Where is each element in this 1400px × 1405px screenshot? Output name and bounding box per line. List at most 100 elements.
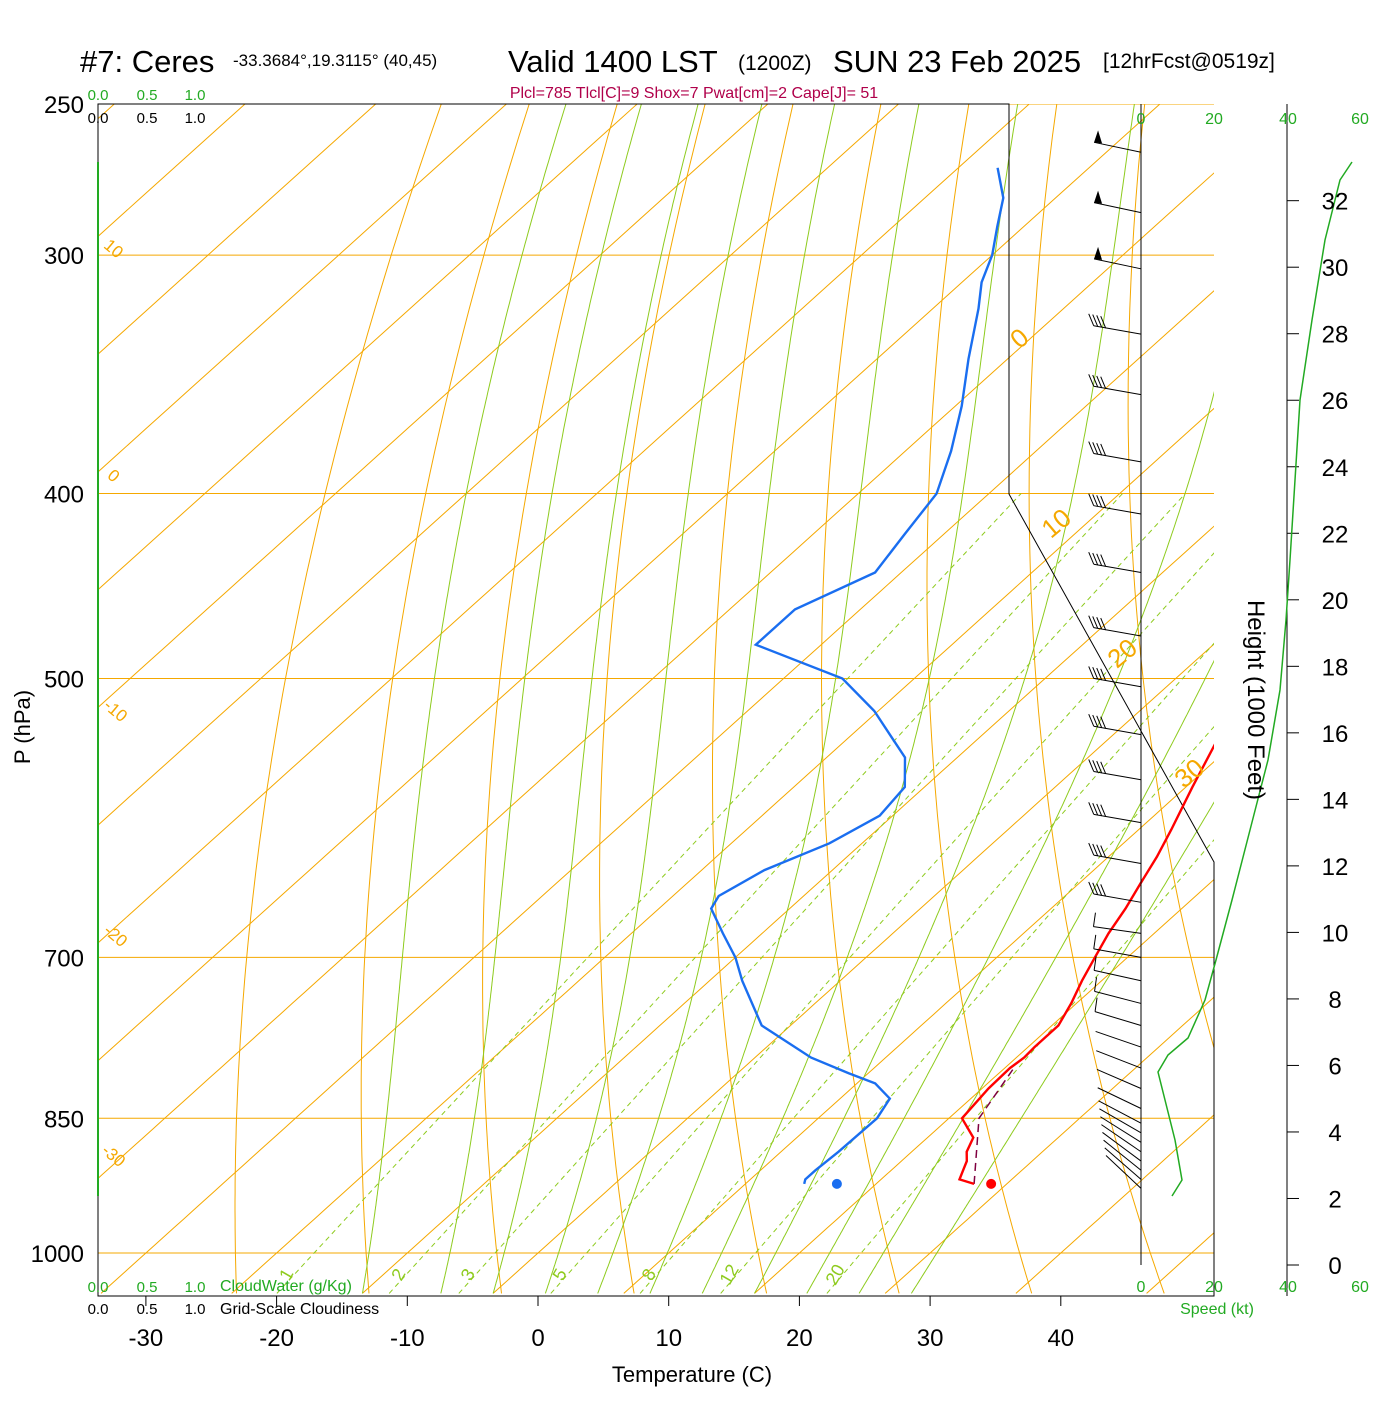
surface-dewpoint-marker (832, 1179, 842, 1189)
wind-speed-tick-top: 60 (1351, 111, 1369, 128)
isotherm-line (101, 70, 1400, 1293)
mixing-ratio-line (551, 494, 1268, 1294)
wind-barb-staff (1094, 970, 1141, 980)
wind-barb-staff (1097, 1069, 1141, 1088)
height-tick-label: 10 (1322, 920, 1349, 947)
mixing-ratio-line (640, 494, 1348, 1294)
cloudiness-tick-bottom: 1.0 (185, 1301, 206, 1318)
isotherm-label: -30 (98, 1141, 129, 1171)
wind-speed-tick-top: 20 (1205, 111, 1223, 128)
x-tick-label: 30 (917, 1325, 944, 1352)
wind-barb-staff (1094, 628, 1141, 636)
isotherm-label: -10 (100, 696, 131, 726)
moist-adiabat-line (441, 70, 651, 1293)
dry-adiabat-line (927, 70, 1032, 1293)
dry-adiabat-line (713, 70, 802, 1293)
moist-adiabat-line (362, 70, 576, 1293)
height-tick-label: 6 (1328, 1053, 1341, 1080)
isotherm-line (0, 70, 283, 1293)
dewpoint-line (711, 168, 1003, 1184)
height-tick-label: 32 (1322, 189, 1349, 216)
moist-adiabat-line (545, 70, 770, 1293)
wind-barb-staff (1093, 927, 1141, 934)
wind-barb-feather (1093, 913, 1095, 927)
isotherm-line (0, 70, 675, 1293)
plot-frame (98, 104, 1214, 1296)
wind-barb-feather (1095, 977, 1097, 991)
wind-barb-staff (1094, 203, 1141, 213)
height-tick-label: 24 (1322, 455, 1349, 482)
isotherm-label: 10 (100, 235, 127, 262)
pressure-tick-label: 700 (44, 945, 84, 972)
wind-barb-staff (1094, 454, 1141, 462)
mixing-ratio-line (827, 494, 1400, 1294)
cloudwater-tick-top: 0.0 (88, 87, 109, 104)
station-coords: -33.3684°,19.3115° (40,45) (233, 51, 437, 70)
cloudwater-tick-bottom: 0.0 (88, 1279, 109, 1296)
dry-adiabat-line (822, 70, 900, 1293)
isotherm-label: 0 (104, 465, 123, 486)
dry-adiabat-line (1317, 70, 1400, 1293)
height-tick-label: 4 (1328, 1120, 1341, 1147)
wind-barb-staff (1094, 326, 1141, 334)
isotherm-line (0, 70, 1328, 1293)
station-title: #7: Ceres (80, 44, 214, 79)
y-axis-title: P (hPa) (10, 690, 35, 764)
wind-barb-staff (1095, 1012, 1141, 1026)
height-axis-title: Height (1000 Feet) (1242, 600, 1269, 800)
wind-barb-staff (1094, 949, 1141, 958)
moist-adiabat-line (598, 70, 843, 1293)
isotherm-line (1277, 70, 1400, 1293)
cloudiness-tick-top: 1.0 (185, 110, 206, 127)
wind-barb-staff (1106, 1156, 1141, 1189)
wind-barb-staff (1094, 771, 1141, 779)
height-tick-label: 30 (1322, 255, 1349, 282)
mixing-ratio-line (389, 494, 1122, 1294)
moist-adiabat-line (859, 70, 1400, 1293)
wind-barb-staff (1105, 1148, 1141, 1179)
isotherm-line (0, 70, 1067, 1293)
wind-barb-feather (1095, 998, 1097, 1012)
wind-speed-tick-top: 40 (1279, 111, 1297, 128)
dry-adiabat-line (235, 70, 453, 1293)
cloudwater-tick-top: 0.5 (137, 87, 158, 104)
x-tick-label: 10 (655, 1325, 682, 1352)
wind-speed-label: Speed (kt) (1180, 1301, 1254, 1318)
wind-barb-pennant (1094, 191, 1102, 204)
isotherm-label: -20 (100, 921, 131, 951)
height-tick-label: 2 (1328, 1186, 1341, 1213)
cloudiness-tick-top: 0.5 (137, 110, 158, 127)
isotherm-line (624, 70, 1400, 1293)
cloudiness-label: Grid-Scale Cloudiness (220, 1301, 379, 1318)
zulu-time: (1200Z) (738, 52, 812, 75)
moist-adiabat-line (493, 70, 707, 1293)
valid-time: Valid 1400 LST (508, 44, 718, 79)
pressure-tick-label: 400 (44, 482, 84, 509)
mixing-ratio-label: 20 (822, 1261, 849, 1288)
height-tick-label: 16 (1322, 721, 1349, 748)
wind-barb-feather (1094, 935, 1096, 949)
cloudiness-tick-bottom: 0.0 (88, 1301, 109, 1318)
mixing-ratio-line (277, 494, 1021, 1294)
parcel-path-line (974, 1068, 1014, 1184)
height-tick-label: 22 (1322, 521, 1349, 548)
cloudiness-tick-top: 0.0 (88, 110, 109, 127)
height-tick-label: 28 (1322, 322, 1349, 349)
wind-barb-staff (1096, 1051, 1141, 1068)
mixing-ratio-label: 5 (549, 1265, 571, 1284)
valid-date: SUN 23 Feb 2025 (833, 44, 1081, 79)
wind-barb-staff (1094, 386, 1141, 394)
cloudwater-tick-bottom: 1.0 (185, 1279, 206, 1296)
height-tick-label: 8 (1328, 987, 1341, 1014)
mixing-ratio-label: 8 (638, 1265, 660, 1284)
forecast-tag: [12hrFcst@0519z] (1103, 50, 1275, 73)
isotherm-label: 30 (1168, 752, 1209, 794)
height-tick-label: 12 (1322, 854, 1349, 881)
isotherm-line (1147, 70, 1400, 1293)
pressure-tick-label: 250 (44, 92, 84, 119)
cloudiness-tick-bottom: 0.5 (137, 1301, 158, 1318)
height-tick-label: 0 (1328, 1253, 1341, 1280)
height-tick-label: 26 (1322, 388, 1349, 415)
x-tick-label: -20 (259, 1325, 294, 1352)
wind-barb-staff (1104, 1140, 1141, 1170)
